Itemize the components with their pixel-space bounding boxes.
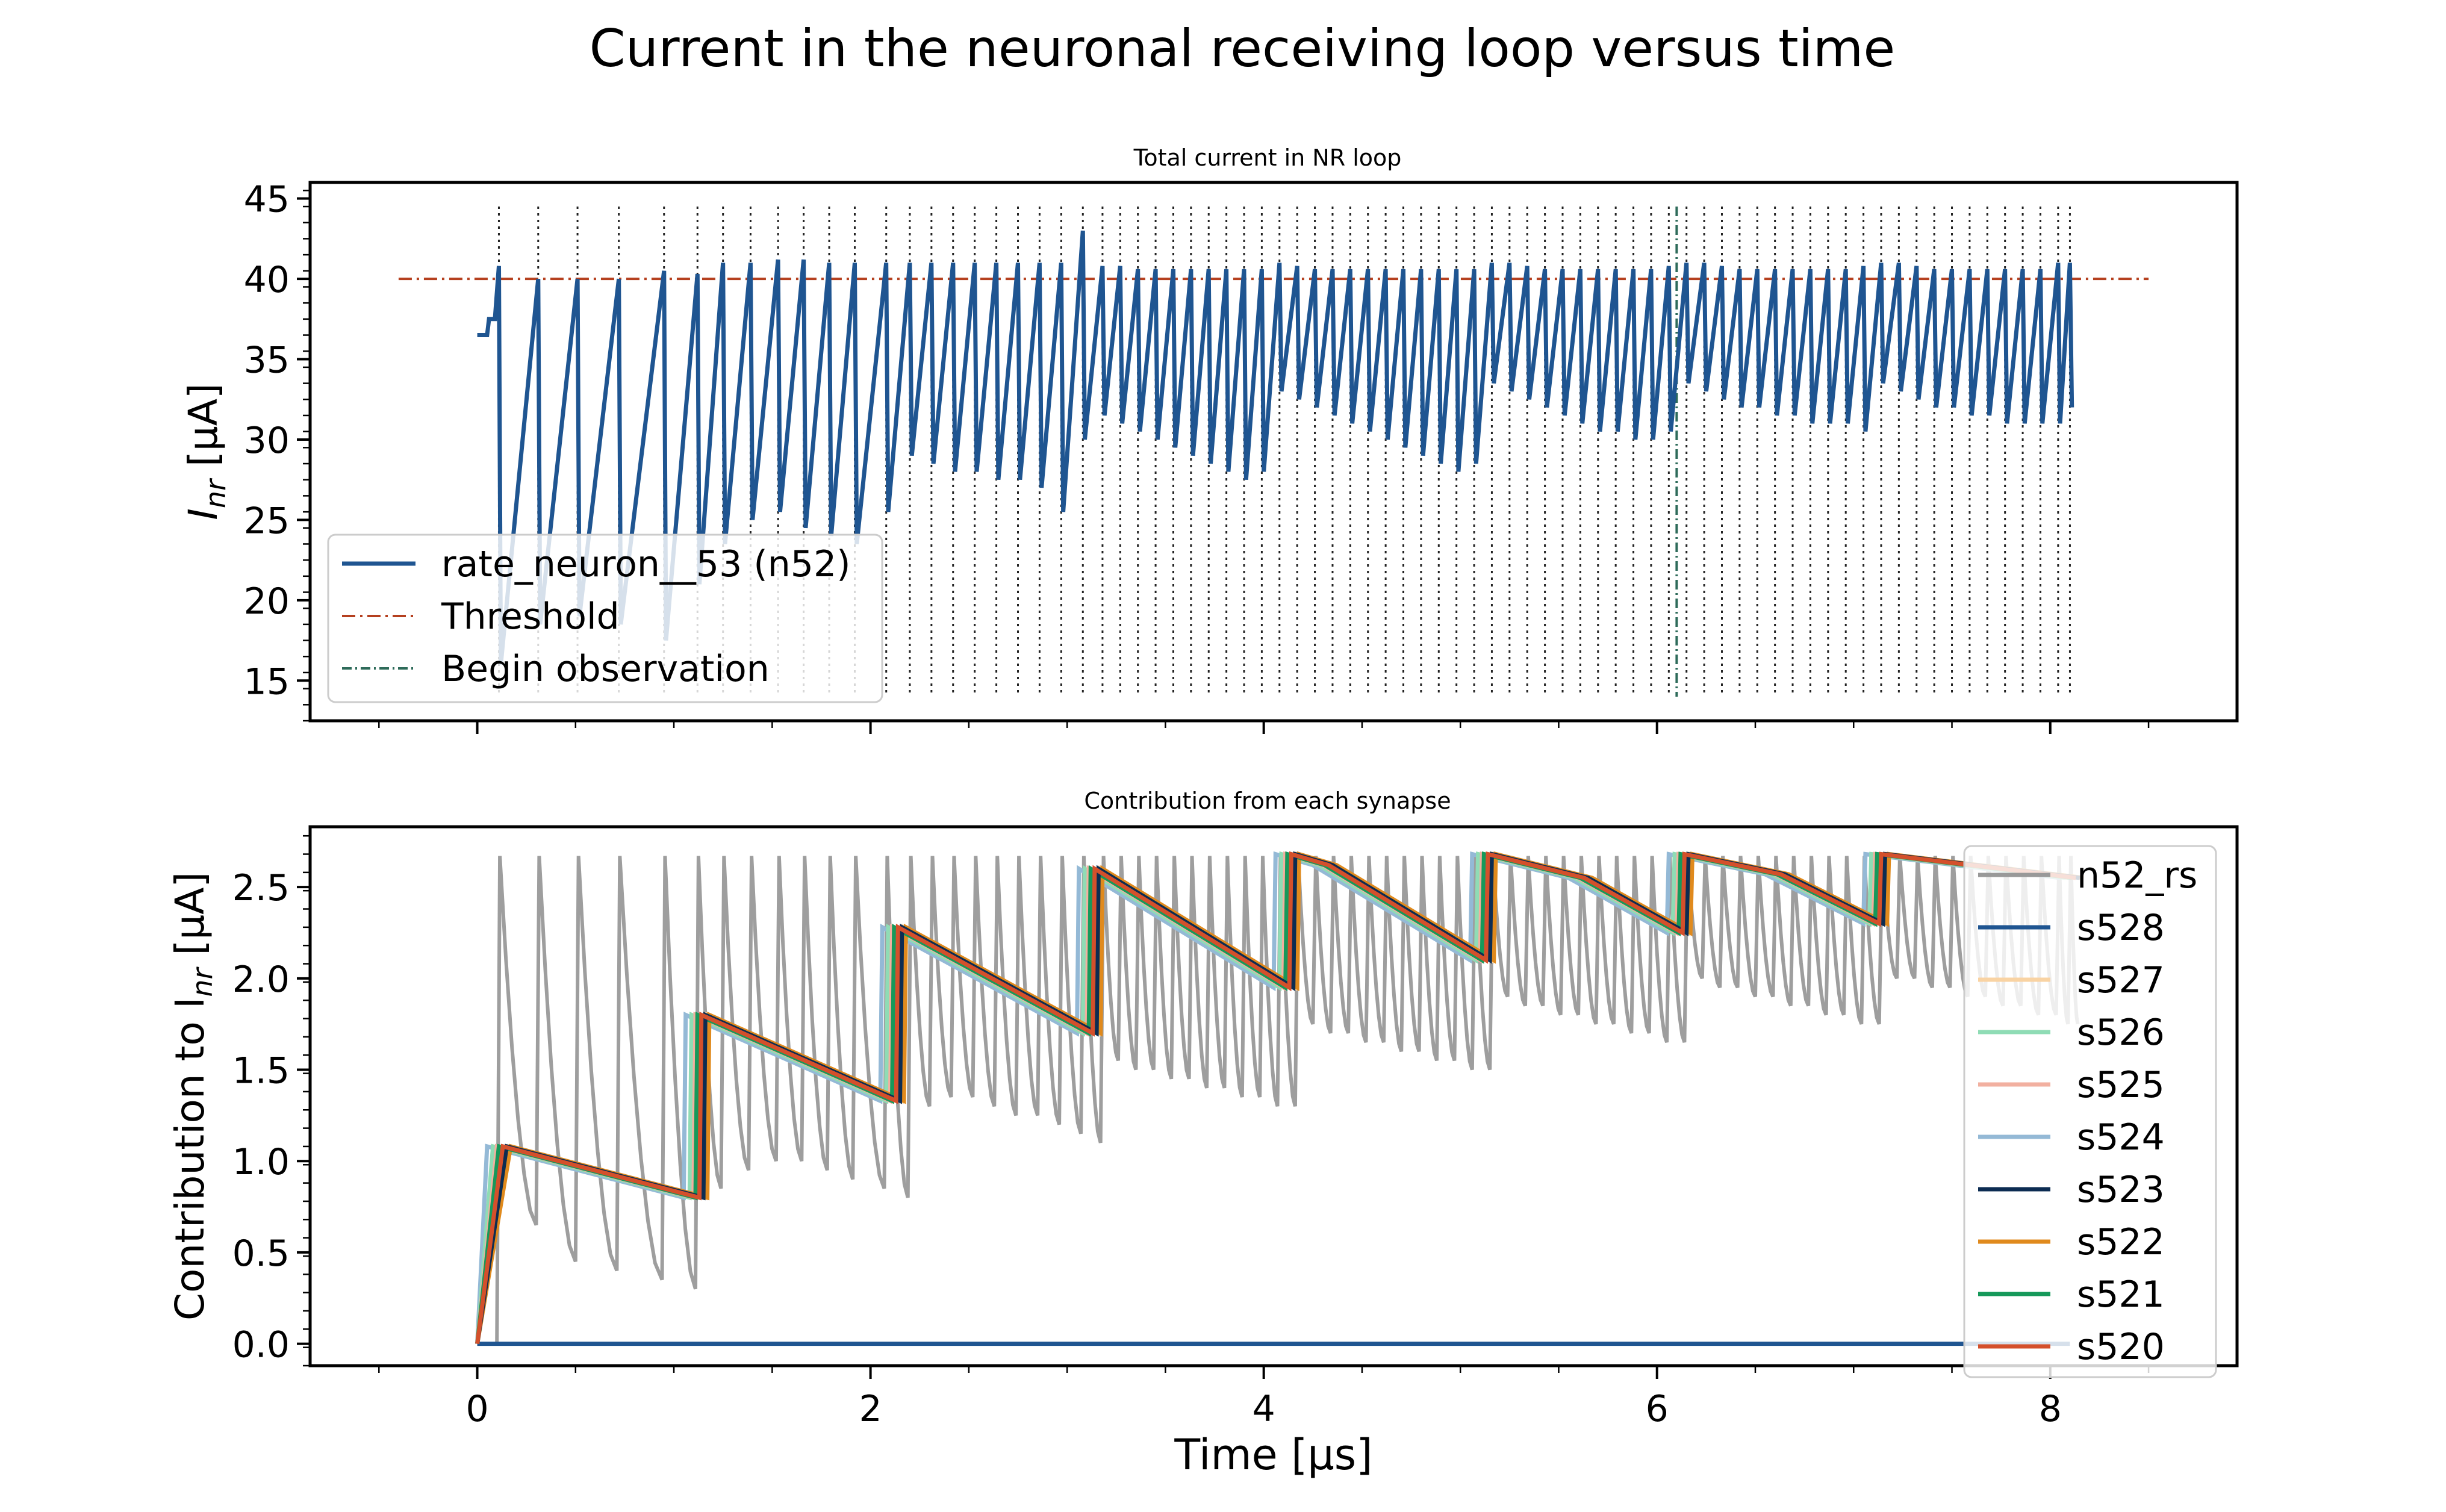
y-tick-label: 2.5	[232, 867, 290, 909]
legend-top: rate_neuron__53 (n52) Threshold Begin obse…	[327, 534, 883, 703]
y-tick-label: 25	[244, 500, 290, 542]
panel-title-total-current: Total current in NR loop	[1133, 145, 1402, 171]
series-n52-rs	[477, 856, 2080, 1346]
legend-label: Threshold	[441, 596, 620, 638]
y-tick-label: 1.0	[232, 1141, 290, 1183]
legend-label: s524	[2077, 1116, 2165, 1159]
x-axis-ticks	[378, 721, 2150, 734]
y-axis-label-bottom: Contribution to Inr [μA]	[167, 872, 219, 1321]
panel-synapse-contribution: Contribution from each synapse 0.0 0.5 1.0…	[167, 788, 2239, 1479]
x-tick-label: 6	[1646, 1388, 1669, 1430]
legend-label: s526	[2077, 1012, 2165, 1054]
y-tick-label: 45	[244, 179, 290, 221]
series-s520	[475, 851, 2076, 1345]
y-tick-label: 0.0	[232, 1324, 290, 1366]
x-tick-label: 8	[2039, 1388, 2062, 1430]
y-tick-label: 15	[244, 661, 290, 703]
x-axis-ticks: 0 2 4 6 8	[378, 1366, 2150, 1430]
y-axis-label-top: Inr [μA]	[180, 383, 232, 520]
legend-label: s528	[2077, 907, 2165, 949]
x-tick-label: 4	[1253, 1388, 1275, 1430]
legend-box	[327, 534, 883, 703]
y-axis-ticks: 15 20 25 30 35 40 45	[244, 179, 310, 722]
x-tick-label: 0	[465, 1388, 488, 1430]
legend-label: s520	[2077, 1326, 2165, 1368]
axes-frame-bottom	[308, 825, 2239, 1367]
legend-label: s522	[2077, 1221, 2165, 1263]
x-tick-label: 2	[859, 1388, 882, 1430]
series-s524	[475, 851, 2061, 1344]
y-tick-label: 40	[244, 259, 290, 301]
y-tick-label: 0.5	[232, 1233, 290, 1275]
panel-title-synapse-contribution: Contribution from each synapse	[1084, 788, 1451, 814]
y-tick-label: 20	[244, 580, 290, 623]
y-tick-label: 35	[244, 340, 290, 382]
legend-label: s527	[2077, 959, 2165, 1001]
y-axis-ticks: 0.0 0.5 1.0 1.5 2.0 2.5	[232, 835, 310, 1367]
legend-label: Begin observation	[441, 648, 770, 690]
y-tick-label: 2.0	[232, 959, 290, 1001]
legend-label: rate_neuron__53 (n52)	[441, 543, 851, 585]
legend-bottom: n52_rs s528 s527 s526 s525 s524 s523 s522 s521 s5…	[1963, 845, 2217, 1378]
panel-total-current: Total current in NR loop 15202530354045 …	[180, 145, 2239, 734]
x-axis-label: Time [μs]	[1174, 1430, 1372, 1479]
legend-label: n52_rs	[2077, 854, 2197, 897]
legend-label: s525	[2077, 1064, 2165, 1106]
synapse-traces	[475, 851, 2084, 1346]
y-tick-label: 1.5	[232, 1050, 290, 1092]
legend-label: s523	[2077, 1169, 2165, 1211]
axes-frame-top	[308, 181, 2239, 723]
series-rate-neuron-trace	[477, 230, 2074, 665]
figure-title: Current in the neuronal receiving loop v…	[590, 19, 1896, 79]
legend-label: s521	[2077, 1274, 2165, 1316]
y-tick-label: 30	[244, 420, 290, 462]
